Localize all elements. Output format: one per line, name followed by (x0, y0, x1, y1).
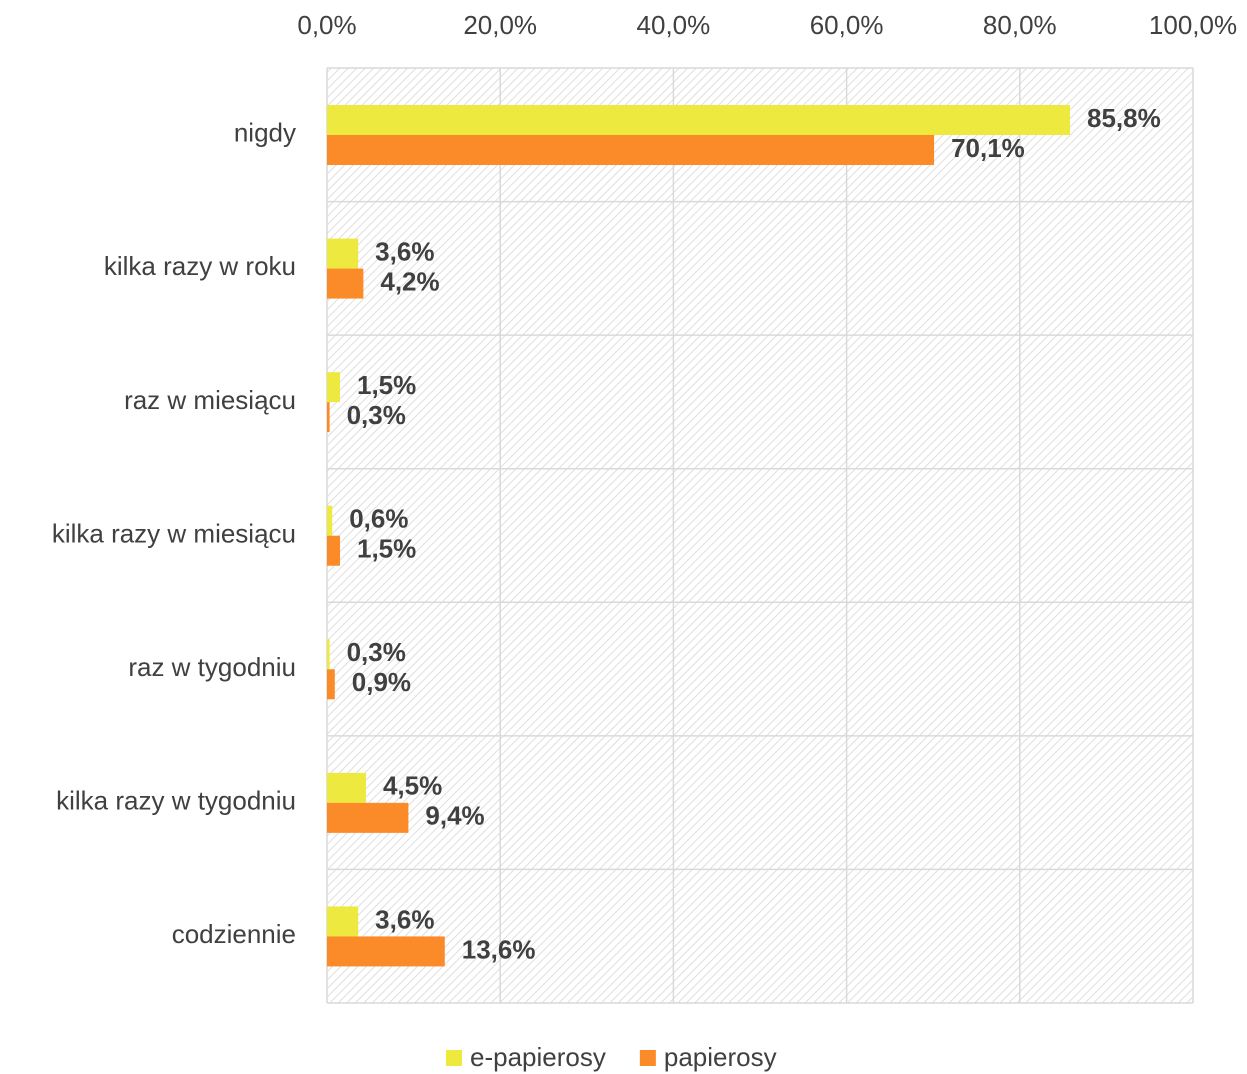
legend-swatch (446, 1050, 462, 1066)
bar (327, 906, 359, 937)
x-tick-label: 80,0% (983, 10, 1057, 40)
y-tick-label: raz w tygodniu (128, 652, 296, 682)
legend-label: e-papierosy (470, 1042, 606, 1072)
x-tick-label: 60,0% (810, 10, 884, 40)
bar (327, 669, 335, 700)
value-label: 4,5% (383, 771, 442, 801)
value-label: 4,2% (380, 266, 439, 296)
value-label: 0,9% (352, 667, 411, 697)
x-tick-label: 0,0% (297, 10, 356, 40)
y-tick-label: raz w miesiącu (124, 385, 296, 415)
bar (327, 639, 330, 670)
x-tick-label: 20,0% (463, 10, 537, 40)
y-tick-label: codziennie (172, 919, 296, 949)
bar (327, 105, 1071, 135)
bar (327, 238, 359, 269)
y-tick-label: kilka razy w tygodniu (56, 786, 296, 816)
value-label: 1,5% (357, 370, 416, 400)
value-label: 9,4% (425, 801, 484, 831)
value-label: 85,8% (1087, 103, 1161, 133)
x-tick-label: 40,0% (637, 10, 711, 40)
x-tick-label: 100,0% (1149, 10, 1237, 40)
value-label: 70,1% (951, 133, 1025, 163)
y-tick-label: kilka razy w miesiącu (52, 518, 296, 548)
bar (327, 535, 340, 566)
y-tick-label: kilka razy w roku (104, 251, 296, 281)
bar (327, 135, 935, 165)
bar (327, 772, 366, 803)
y-tick-label: nigdy (234, 118, 296, 148)
value-label: 0,6% (349, 504, 408, 534)
value-label: 3,6% (375, 904, 434, 934)
bar (327, 936, 445, 967)
legend-label: papierosy (664, 1042, 777, 1072)
value-label: 0,3% (347, 637, 406, 667)
value-label: 3,6% (375, 236, 434, 266)
legend-swatch (639, 1050, 656, 1066)
value-label: 1,5% (357, 534, 416, 564)
bar (327, 802, 409, 833)
value-label: 13,6% (462, 934, 536, 964)
bar (327, 372, 340, 403)
bar (327, 268, 364, 299)
plot-background (327, 68, 1193, 1003)
bar (327, 505, 333, 536)
bar (327, 402, 330, 433)
value-label: 0,3% (347, 400, 406, 430)
